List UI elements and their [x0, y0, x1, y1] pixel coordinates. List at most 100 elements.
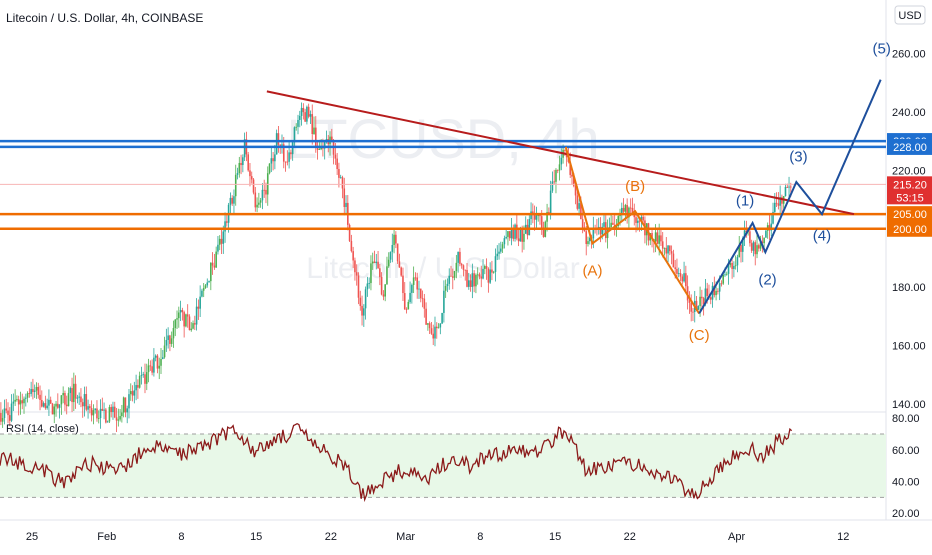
level-tag-200.00 [887, 220, 932, 237]
candle-body [226, 221, 228, 223]
candle-body [236, 173, 239, 175]
candle-body [274, 154, 276, 162]
candle-body [692, 311, 694, 313]
price-tick-label: 240.00 [892, 107, 926, 119]
level-tag-228.00 [887, 138, 932, 155]
candle-body [405, 309, 408, 311]
candle-body [199, 296, 201, 309]
candle-body [403, 293, 406, 310]
candle-body [391, 244, 394, 252]
candle-body [142, 374, 145, 376]
candle-body [713, 285, 716, 296]
candle-body [781, 197, 783, 204]
candle-body [41, 399, 43, 407]
candle-body [286, 161, 289, 163]
candle-body [423, 298, 426, 309]
candle-body [485, 266, 488, 269]
candle-body [717, 290, 719, 292]
candle-body [53, 406, 56, 415]
candle-body [459, 251, 461, 264]
candle-body [90, 408, 93, 416]
candle-body [553, 181, 555, 183]
candle-body [736, 257, 739, 266]
level-tag-label: 205.00 [893, 209, 927, 221]
candle-body [402, 275, 404, 294]
candle-body [163, 345, 166, 358]
level-tag-205.00 [887, 206, 932, 223]
level-tag-label: 200.00 [893, 224, 927, 236]
candle-body [186, 314, 189, 317]
candle-body [3, 408, 6, 418]
candle-body [416, 277, 419, 290]
candle-body [277, 133, 280, 145]
candle-body [414, 277, 417, 279]
candle-body [754, 242, 757, 255]
time-tick-label: Mar [396, 531, 415, 543]
candle-body [450, 275, 452, 277]
candle-body [254, 192, 257, 208]
candle-body [165, 339, 168, 346]
candle-body [279, 144, 282, 146]
candle-body [467, 280, 470, 287]
candle-body [211, 262, 214, 266]
price-tick-label: 220.00 [892, 165, 926, 177]
candle-body [298, 115, 301, 120]
candle-body [619, 214, 621, 217]
candle-body [532, 211, 534, 214]
candle-body [508, 231, 511, 239]
abc-corrective-wave[interactable] [564, 146, 701, 315]
candle-body [715, 290, 717, 296]
candle-body [156, 355, 159, 369]
candle-body [578, 203, 580, 209]
candle-body [505, 236, 507, 239]
candle-body [122, 397, 125, 413]
candle-body [597, 226, 600, 228]
descending-trendline[interactable] [266, 90, 855, 216]
candle-body [610, 222, 612, 228]
candle-body [549, 190, 552, 214]
price-tick-label: 140.00 [892, 399, 926, 411]
candle-body [26, 393, 29, 398]
candle-body [418, 288, 420, 290]
candle-body [57, 403, 59, 408]
candle-body [679, 273, 682, 277]
candle-body [44, 403, 47, 409]
candle-body [489, 269, 491, 283]
candle-body [512, 229, 515, 239]
candle-body [471, 273, 474, 287]
candle-body [145, 372, 148, 384]
candle-body [92, 410, 95, 416]
candle-body [323, 141, 326, 149]
candle-body [757, 245, 760, 249]
candle-body [64, 393, 66, 405]
candle-body [32, 388, 34, 392]
candle-body [117, 419, 120, 421]
candle-body [215, 251, 217, 268]
candle-body [494, 256, 497, 272]
candle-body [5, 408, 8, 411]
candle-body [121, 412, 123, 417]
candle-body [172, 327, 175, 339]
candle-body [99, 408, 102, 419]
horizontal-levels [0, 139, 886, 231]
candle-body [261, 189, 264, 201]
candle-body [642, 216, 644, 221]
candle-body [334, 154, 337, 159]
candle-body [626, 205, 628, 218]
candle-body [571, 174, 573, 177]
candle-body [621, 207, 623, 215]
elliott-wave-layer: (A) (B) (C) (1) (2) (3) (4) (5) [564, 40, 891, 344]
candle-body [672, 253, 675, 268]
candle-body [443, 290, 445, 313]
candle-body [158, 365, 161, 369]
candle-body [174, 319, 177, 328]
candle-body [556, 169, 559, 171]
candle-body [724, 274, 726, 276]
currency-button[interactable] [894, 5, 926, 25]
candle-body [482, 268, 484, 279]
impulse-wave[interactable] [698, 79, 882, 315]
price-tick-label: 160.00 [892, 341, 926, 353]
candle-body [275, 133, 278, 155]
